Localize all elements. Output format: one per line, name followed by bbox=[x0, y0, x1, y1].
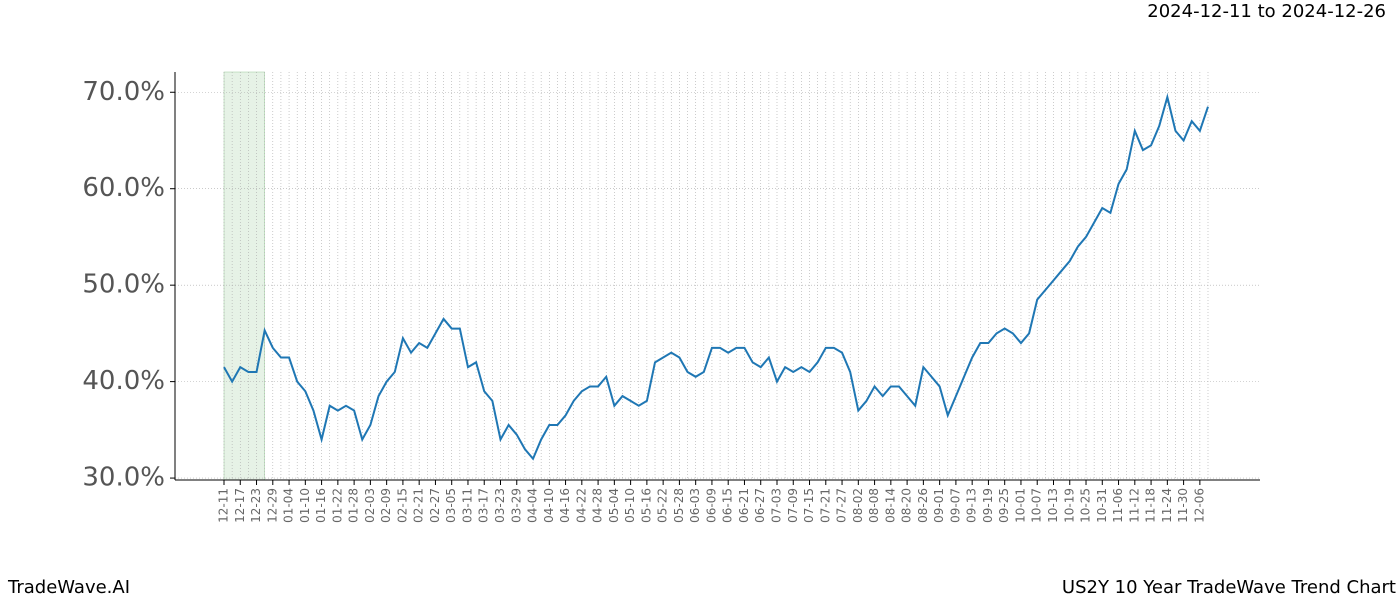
x-tick-label: 11-18 bbox=[1144, 488, 1158, 523]
x-tick-label: 09-25 bbox=[997, 488, 1011, 523]
x-tick-label: 01-22 bbox=[330, 488, 344, 523]
x-tick-label: 10-07 bbox=[1030, 488, 1044, 523]
x-tick-label: 07-15 bbox=[802, 488, 816, 523]
x-tick-label: 09-07 bbox=[948, 488, 962, 523]
x-tick-label: 08-02 bbox=[851, 488, 865, 523]
x-tick-label: 10-25 bbox=[1079, 488, 1093, 523]
x-tick-label: 04-22 bbox=[574, 488, 588, 523]
x-tick-label: 02-03 bbox=[363, 488, 377, 523]
x-tick-label: 12-17 bbox=[233, 488, 247, 523]
x-tick-label: 04-04 bbox=[526, 488, 540, 523]
x-tick-label: 12-23 bbox=[249, 488, 263, 523]
x-tick-label: 12-11 bbox=[217, 488, 231, 523]
x-tick-label: 09-19 bbox=[981, 488, 995, 523]
x-tick-label: 03-23 bbox=[493, 488, 507, 523]
x-tick-label: 02-15 bbox=[395, 488, 409, 523]
x-tick-label: 07-21 bbox=[818, 488, 832, 523]
x-tick-label: 10-31 bbox=[1095, 488, 1109, 523]
x-tick-label: 04-10 bbox=[542, 488, 556, 523]
x-tick-label: 10-19 bbox=[1062, 488, 1076, 523]
x-tick-label: 06-27 bbox=[753, 488, 767, 523]
x-tick-label: 01-16 bbox=[314, 488, 328, 523]
date-range: 2024-12-11 to 2024-12-26 bbox=[1147, 1, 1386, 22]
x-tick-label: 01-28 bbox=[347, 488, 361, 523]
highlight-region bbox=[223, 71, 265, 481]
x-tick-label: 02-09 bbox=[379, 488, 393, 523]
x-tick-label: 12-29 bbox=[265, 488, 279, 523]
x-tick-label: 07-03 bbox=[769, 488, 783, 523]
x-tick-label: 05-16 bbox=[639, 488, 653, 523]
x-tick-label: 11-12 bbox=[1127, 488, 1141, 523]
x-tick-label: 08-14 bbox=[883, 488, 897, 523]
x-tick-label: 05-22 bbox=[656, 488, 670, 523]
x-tick-label: 05-28 bbox=[672, 488, 686, 523]
x-tick-label: 06-21 bbox=[737, 488, 751, 523]
x-tick-label: 10-01 bbox=[1013, 488, 1027, 523]
x-tick-label: 08-26 bbox=[916, 488, 930, 523]
x-tick-label: 07-27 bbox=[835, 488, 849, 523]
x-tick-label: 03-05 bbox=[444, 488, 458, 523]
x-tick-label: 02-27 bbox=[428, 488, 442, 523]
x-tick-label: 09-13 bbox=[965, 488, 979, 523]
x-tick-label: 06-03 bbox=[688, 488, 702, 523]
x-tick-label: 08-20 bbox=[900, 488, 914, 523]
y-tick-label: 40.0% bbox=[82, 366, 165, 396]
x-tick-label: 01-10 bbox=[298, 488, 312, 523]
x-tick-label: 03-17 bbox=[477, 488, 491, 523]
y-tick-label: 70.0% bbox=[82, 77, 165, 107]
x-tick-label: 05-04 bbox=[607, 488, 621, 523]
x-tick-label: 05-10 bbox=[623, 488, 637, 523]
chart-title: US2Y 10 Year TradeWave Trend Chart bbox=[1062, 577, 1396, 598]
y-tick-label: 60.0% bbox=[82, 173, 165, 203]
x-tick-label: 10-13 bbox=[1046, 488, 1060, 523]
x-tick-label: 11-06 bbox=[1111, 488, 1125, 523]
y-tick-label: 30.0% bbox=[82, 463, 165, 493]
x-tick-label: 06-15 bbox=[721, 488, 735, 523]
x-tick-label: 04-16 bbox=[558, 488, 572, 523]
x-tick-label: 06-09 bbox=[704, 488, 718, 523]
line-series bbox=[223, 93, 1209, 461]
x-tick-label: 03-29 bbox=[509, 488, 523, 523]
x-tick-label: 12-06 bbox=[1192, 488, 1206, 523]
y-tick-label: 50.0% bbox=[82, 270, 165, 300]
x-tick-label: 08-08 bbox=[867, 488, 881, 523]
x-tick-label: 01-04 bbox=[282, 488, 296, 523]
x-tick-label: 09-01 bbox=[932, 488, 946, 523]
x-tick-label: 11-30 bbox=[1176, 488, 1190, 523]
x-tick-label: 11-24 bbox=[1160, 488, 1174, 523]
brand: TradeWave.AI bbox=[7, 577, 130, 598]
x-tick-label: 07-09 bbox=[786, 488, 800, 523]
x-tick-label: 02-21 bbox=[412, 488, 426, 523]
x-tick-label: 04-28 bbox=[591, 488, 605, 523]
x-tick-label: 03-11 bbox=[460, 488, 474, 523]
